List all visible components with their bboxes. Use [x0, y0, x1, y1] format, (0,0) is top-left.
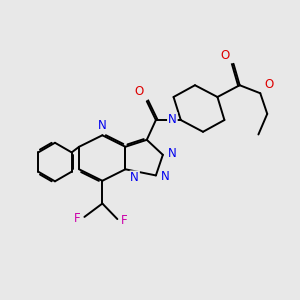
- Text: N: N: [98, 118, 107, 131]
- Text: O: O: [134, 85, 144, 98]
- Text: O: O: [264, 78, 274, 91]
- Text: N: N: [168, 147, 176, 160]
- Text: F: F: [121, 214, 128, 227]
- Text: N: N: [130, 171, 139, 184]
- Text: N: N: [161, 170, 170, 183]
- Text: F: F: [74, 212, 81, 225]
- Text: N: N: [168, 113, 177, 126]
- Text: O: O: [220, 49, 230, 62]
